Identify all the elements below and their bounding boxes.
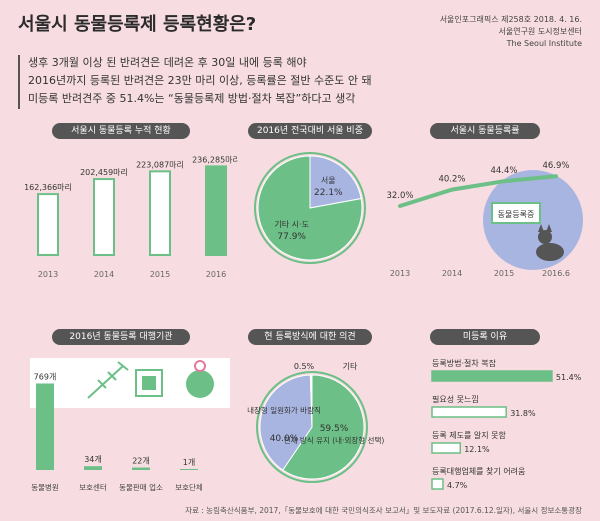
publisher-kr: 서울연구원 도시정보센터 (498, 27, 582, 36)
intro-text: 생후 3개월 이상 된 반려견은 데려온 후 30일 내에 등록 해야 2016… (28, 54, 372, 108)
cumulative-bar (93, 178, 115, 256)
reason-category-label: 등록 제도를 알지 못함 (432, 430, 507, 440)
rate-year-label: 2015 (494, 269, 514, 278)
intro-line: 미등록 반려견주 중 51.4%는 “동물등록제 방법·절차 복잡”하다고 생각 (28, 92, 356, 105)
dog-icon (536, 224, 564, 261)
opinion-value-other: 0.5% (294, 362, 315, 371)
rate-badge (491, 202, 541, 224)
agency-bar (132, 467, 150, 470)
pet-tag-icon (186, 360, 214, 398)
reason-value-label: 12.1% (464, 445, 490, 454)
cumulative-chart: 162,366마리 2013 202,459마리 2014 223,087마리 2015 2… (24, 155, 238, 279)
ratio-slice (257, 155, 363, 261)
opinion-slice (259, 374, 313, 471)
reason-bar (431, 370, 553, 382)
page-title: 서울시 동물등록제 등록현황은? (18, 14, 257, 35)
rate-line (398, 174, 558, 208)
cumulative-value-label: 202,459마리 (80, 168, 128, 177)
issue-line: 서울인포그래픽스 제258호 2018. 4. 16. (439, 15, 582, 24)
cumulative-year-label: 2016 (206, 270, 226, 279)
ratio-slice-name: 서울 (321, 176, 336, 185)
cumulative-bar (205, 165, 227, 256)
panel-title-opinion: 현 등록방식에 대한 의견 (248, 329, 372, 345)
opinion-pie-ring (256, 371, 368, 483)
reason-category-label: 등록방법·절차 복잡 (432, 358, 497, 368)
header-meta: 서울인포그래픽스 제258호 2018. 4. 16. 서울연구원 도시정보센터… (440, 14, 582, 50)
opinion-slice (309, 374, 313, 428)
source-note: 자료 : 농림축산식품부, 2017,「동물보호에 대한 국민의식조사 보고서」… (185, 506, 582, 515)
ratio-pie-chart: 서울 22.1% 기타 시·도 77.9% (254, 152, 366, 264)
cumulative-bar (37, 193, 59, 256)
rate-year-label: 2013 (390, 269, 410, 278)
intro-line: 생후 3개월 이상 된 반려견은 데려온 후 30일 내에 등록 해야 (28, 56, 307, 69)
ratio-slice-value: 77.9% (277, 232, 306, 242)
panel-title-cumulative: 서울시 동물등록 누적 현황 (52, 123, 190, 139)
ratio-slice-name: 기타 시·도 (274, 220, 309, 229)
agency-category-label: 동물병원 (31, 483, 59, 492)
rate-year-label: 2016.6 (542, 269, 570, 278)
cumulative-year-label: 2014 (94, 270, 114, 279)
reason-value-label: 51.4% (556, 373, 582, 382)
ratio-slice-value: 22.1% (314, 188, 343, 198)
reason-value-label: 4.7% (447, 481, 468, 490)
agency-category-label: 보호단체 (175, 482, 203, 492)
agency-value-label: 1개 (183, 457, 195, 467)
opinion-name-implant: 내장형 일원화가 바람직 (247, 405, 321, 415)
opinion-pie-chart: 59.5%현재 방식 유지 (내·외장형 선택) 내장형 일원화가 바람직 40.0… (247, 362, 385, 483)
opinion-value-implant: 40.0% (270, 434, 299, 444)
agency-category-label: 동물판매 업소 (119, 483, 163, 492)
reason-bar (431, 442, 461, 454)
opinion-name-other: 기타 (343, 362, 358, 371)
agency-value-label: 22개 (132, 456, 150, 466)
publisher-en: The Seoul Institute (506, 39, 582, 48)
reason-bar (431, 478, 444, 490)
rate-value-label: 32.0% (386, 191, 413, 201)
agency-category-label: 보호센터 (79, 482, 107, 492)
agency-value-label: 34개 (84, 454, 102, 464)
intro-bar (18, 55, 20, 109)
panel-title-rate: 서울시 동물등록률 (430, 123, 540, 139)
agency-value-label: 769개 (34, 371, 57, 381)
opinion-name-keep: 현재 방식 유지 (내·외장형 선택) (284, 435, 385, 445)
agency-bar (180, 469, 198, 470)
opinion-slice (282, 374, 365, 480)
reason-bar (431, 406, 507, 418)
rate-value-label: 44.4% (490, 166, 517, 176)
rate-line-chart: 동물등록증 32.0% 2013 40.2% 2014 44.4% 2015 46.9% 20… (386, 161, 583, 278)
agency-bar (36, 383, 54, 470)
cumulative-value-label: 236,285마리 (192, 155, 238, 164)
panel-title-agency: 2016년 동물등록 대행기관 (52, 329, 190, 345)
cumulative-year-label: 2015 (150, 270, 170, 279)
syringe-icon (87, 361, 129, 399)
cumulative-value-label: 162,366마리 (24, 183, 72, 192)
intro-line: 2016년까지 등록된 반려견은 23만 마리 이상, 등록률은 절반 수준도 … (28, 74, 372, 87)
cumulative-value-label: 223,087마리 (136, 160, 184, 169)
ratio-slice (309, 155, 362, 209)
reason-category-label: 필요성 못느낌 (432, 394, 479, 404)
rate-badge-text: 동물등록증 (498, 210, 535, 219)
reason-value-label: 31.8% (510, 409, 536, 418)
panel-title-ratio: 2016년 전국대비 서울 비중 (248, 123, 372, 139)
cumulative-year-label: 2013 (38, 270, 58, 279)
panel-title-reasons: 미등록 이유 (430, 329, 540, 345)
rate-value-label: 46.9% (542, 161, 569, 171)
reasons-chart: 등록방법·절차 복잡 51.4% 필요성 못느낌 31.8% 등록 제도를 알지 못함 1… (431, 358, 582, 490)
opinion-value-keep: 59.5% (320, 424, 349, 434)
microchip-icon (135, 369, 163, 397)
rate-year-label: 2014 (442, 269, 462, 278)
reason-category-label: 등록대행업체를 찾기 어려움 (432, 466, 525, 476)
cumulative-bar (149, 170, 171, 256)
ratio-pie-ring (254, 152, 366, 264)
agency-bar (84, 466, 102, 470)
rate-value-label: 40.2% (438, 175, 465, 185)
